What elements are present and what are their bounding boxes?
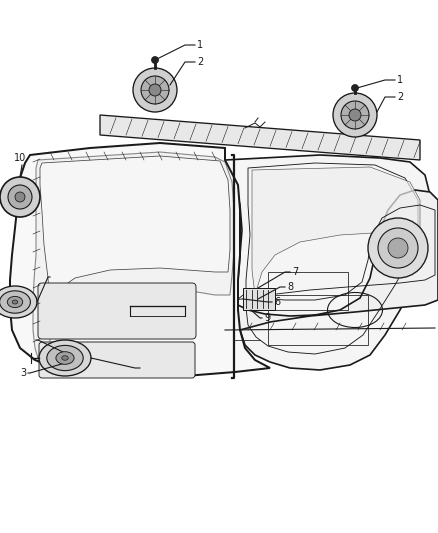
Polygon shape: [10, 143, 270, 377]
Text: 1: 1: [397, 75, 403, 85]
Text: 3: 3: [20, 368, 26, 378]
Circle shape: [15, 192, 25, 202]
Polygon shape: [33, 152, 234, 360]
Circle shape: [352, 85, 358, 92]
Text: 1: 1: [197, 40, 203, 50]
FancyBboxPatch shape: [38, 283, 196, 339]
Circle shape: [149, 84, 161, 96]
Circle shape: [368, 218, 428, 278]
Ellipse shape: [62, 356, 68, 360]
Text: 2: 2: [397, 92, 403, 102]
Polygon shape: [40, 156, 230, 308]
Text: 10: 10: [14, 153, 26, 163]
Circle shape: [349, 109, 361, 121]
Polygon shape: [100, 115, 420, 160]
Polygon shape: [252, 167, 420, 295]
Polygon shape: [225, 155, 430, 370]
Text: 5: 5: [142, 363, 148, 373]
Ellipse shape: [7, 296, 23, 308]
Ellipse shape: [0, 286, 37, 318]
FancyBboxPatch shape: [39, 342, 195, 378]
Text: 5: 5: [52, 272, 58, 282]
Text: 8: 8: [287, 282, 293, 292]
Text: 6: 6: [274, 297, 280, 307]
Text: 2: 2: [197, 57, 203, 67]
Circle shape: [0, 177, 40, 217]
Circle shape: [378, 228, 418, 268]
Polygon shape: [220, 190, 438, 340]
Text: 7: 7: [292, 267, 298, 277]
Circle shape: [333, 93, 377, 137]
FancyBboxPatch shape: [243, 288, 275, 310]
Circle shape: [388, 238, 408, 258]
Circle shape: [141, 76, 169, 104]
Ellipse shape: [56, 352, 74, 364]
Circle shape: [8, 185, 32, 209]
Circle shape: [341, 101, 369, 129]
Circle shape: [152, 56, 159, 63]
Ellipse shape: [12, 300, 18, 304]
Text: 4: 4: [22, 335, 28, 345]
Text: 9: 9: [264, 313, 270, 323]
Ellipse shape: [39, 340, 91, 376]
Ellipse shape: [0, 291, 30, 313]
Ellipse shape: [47, 345, 83, 370]
Circle shape: [133, 68, 177, 112]
